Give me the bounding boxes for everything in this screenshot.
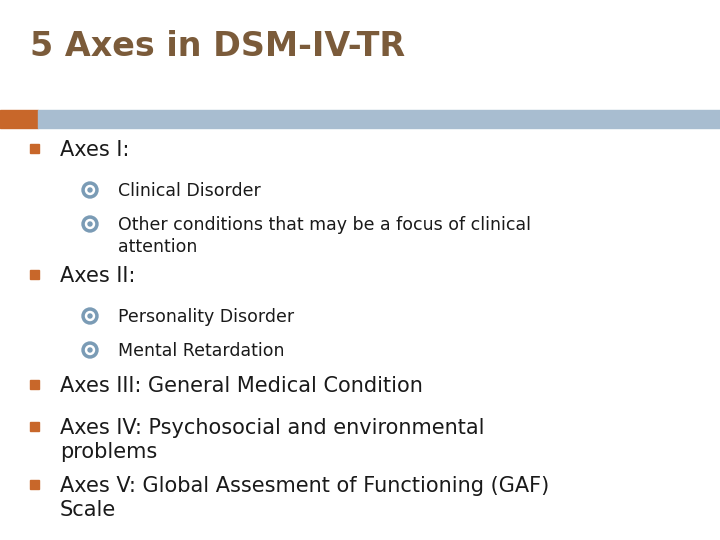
- Circle shape: [86, 346, 94, 354]
- Circle shape: [82, 182, 98, 198]
- Text: 5 Axes in DSM-IV-TR: 5 Axes in DSM-IV-TR: [30, 30, 405, 63]
- Text: Axes I:: Axes I:: [60, 140, 130, 160]
- Circle shape: [88, 348, 92, 352]
- Circle shape: [86, 186, 94, 194]
- Text: Axes IV: Psychosocial and environmental
problems: Axes IV: Psychosocial and environmental …: [60, 418, 485, 462]
- Circle shape: [82, 308, 98, 324]
- Circle shape: [82, 216, 98, 232]
- Bar: [38, 110, 720, 128]
- Circle shape: [86, 219, 94, 228]
- Bar: [30, 422, 39, 430]
- Bar: [30, 380, 39, 388]
- Circle shape: [88, 222, 92, 226]
- Bar: [30, 480, 39, 489]
- Circle shape: [82, 342, 98, 358]
- Bar: [30, 144, 39, 152]
- Circle shape: [86, 312, 94, 321]
- Text: Mental Retardation: Mental Retardation: [118, 342, 284, 360]
- Bar: [30, 269, 39, 279]
- Circle shape: [88, 314, 92, 318]
- Text: Personality Disorder: Personality Disorder: [118, 308, 294, 326]
- Text: Axes III: General Medical Condition: Axes III: General Medical Condition: [60, 376, 423, 396]
- Circle shape: [88, 188, 92, 192]
- Text: Axes II:: Axes II:: [60, 266, 135, 286]
- Text: Axes V: Global Assesment of Functioning (GAF)
Scale: Axes V: Global Assesment of Functioning …: [60, 476, 549, 520]
- Text: Other conditions that may be a focus of clinical
attention: Other conditions that may be a focus of …: [118, 216, 531, 255]
- Text: Clinical Disorder: Clinical Disorder: [118, 182, 261, 200]
- Bar: [0, 110, 38, 128]
